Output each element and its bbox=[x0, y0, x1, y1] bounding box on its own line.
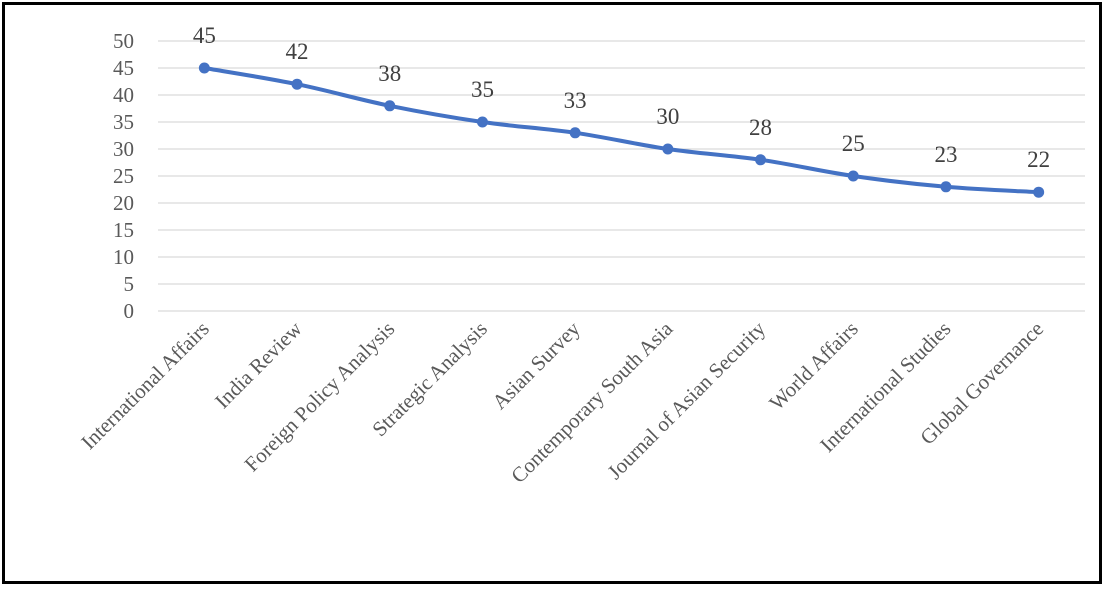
data-point bbox=[198, 62, 210, 74]
y-tick-label: 10 bbox=[113, 245, 134, 269]
data-point bbox=[940, 181, 952, 193]
data-label: 25 bbox=[842, 131, 865, 156]
data-point bbox=[476, 116, 488, 128]
data-point bbox=[755, 154, 767, 166]
y-tick-label: 0 bbox=[124, 299, 135, 323]
x-tick-label: Asian Survey bbox=[487, 316, 585, 414]
data-point bbox=[847, 170, 859, 182]
data-point bbox=[662, 143, 674, 155]
data-label: 22 bbox=[1027, 147, 1050, 172]
x-tick-label: World Affairs bbox=[764, 317, 862, 415]
data-label: 45 bbox=[193, 23, 216, 48]
data-point bbox=[291, 78, 303, 90]
gridlines bbox=[158, 40, 1085, 312]
y-tick-label: 45 bbox=[113, 56, 134, 80]
data-point bbox=[1033, 186, 1045, 198]
chart-frame bbox=[2, 2, 1102, 584]
data-label: 33 bbox=[564, 88, 587, 113]
data-label: 42 bbox=[286, 39, 309, 64]
x-tick-label: International Affairs bbox=[76, 317, 214, 455]
data-label: 30 bbox=[656, 104, 679, 129]
series-line bbox=[202, 66, 1041, 195]
data-label: 38 bbox=[378, 61, 401, 86]
x-tick-label: Contemporary South Asia bbox=[506, 316, 678, 488]
y-tick-label: 30 bbox=[113, 137, 134, 161]
data-labels: 45 42 38 35 33 30 28 25 23 22 bbox=[193, 23, 1050, 172]
y-axis-tick-labels: 0 5 10 15 20 25 30 35 40 45 50 bbox=[113, 29, 134, 323]
x-tick-label: Journal of Asian Security bbox=[603, 316, 771, 484]
y-tick-label: 5 bbox=[124, 272, 135, 296]
y-tick-label: 50 bbox=[113, 29, 134, 53]
data-label: 23 bbox=[934, 142, 957, 167]
data-point bbox=[569, 127, 581, 139]
x-tick-label: India Review bbox=[210, 316, 307, 413]
y-tick-label: 15 bbox=[113, 218, 134, 242]
data-label: 28 bbox=[749, 115, 772, 140]
series-points bbox=[198, 62, 1045, 198]
data-point bbox=[384, 100, 396, 112]
y-tick-label: 35 bbox=[113, 110, 134, 134]
data-label: 35 bbox=[471, 77, 494, 102]
y-tick-label: 25 bbox=[113, 164, 134, 188]
y-tick-label: 40 bbox=[113, 83, 134, 107]
series-line-path bbox=[202, 66, 1041, 195]
x-tick-label: Foreign Policy Analysis bbox=[240, 317, 400, 477]
y-tick-label: 20 bbox=[113, 191, 134, 215]
